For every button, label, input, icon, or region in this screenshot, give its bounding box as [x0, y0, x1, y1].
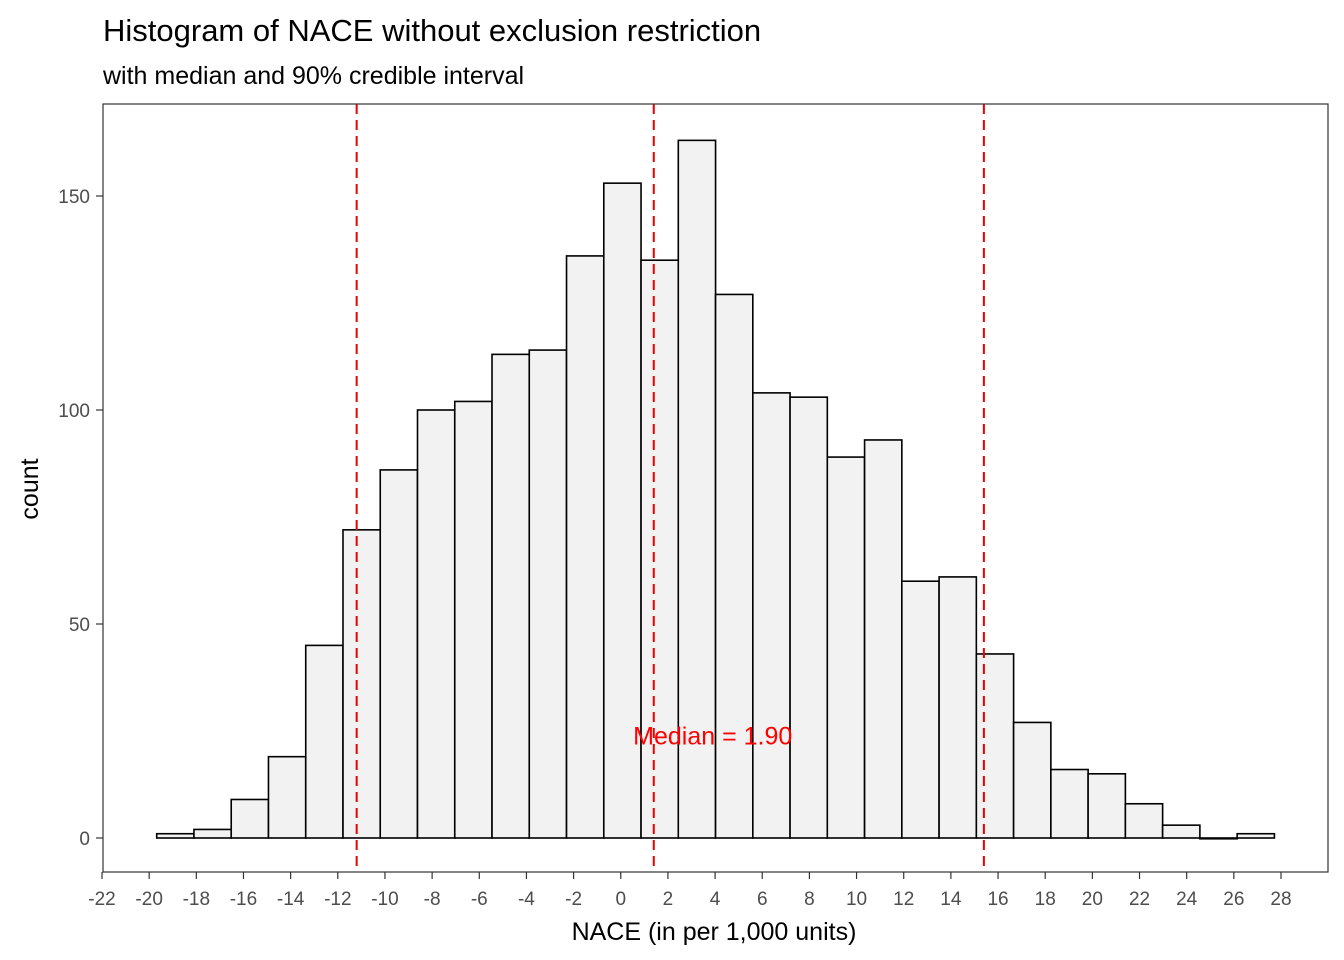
histogram-bar — [416, 409, 456, 839]
histogram-bar — [677, 139, 717, 839]
histogram-bar — [1124, 802, 1164, 839]
y-tick-label: 100 — [58, 401, 90, 422]
x-tick-label: -22 — [88, 889, 115, 910]
plot-area: Median = 1.90-22 -20 -18 -16 -14 -12 -10 -8 -6 -4… — [58, 103, 1329, 910]
x-tick-label: 4 — [710, 889, 721, 910]
x-tick-label: 24 — [1176, 889, 1198, 910]
histogram-bar — [602, 182, 642, 839]
histogram-bar — [304, 644, 344, 839]
x-tick-label: -2 — [565, 889, 582, 910]
x-tick-label: 12 — [893, 889, 914, 910]
x-tick-label: 28 — [1270, 889, 1291, 910]
histogram-bar — [714, 293, 754, 839]
x-tick-label: -14 — [277, 889, 305, 910]
x-tick-label: -18 — [183, 889, 210, 910]
histogram-bar — [1199, 837, 1238, 840]
histogram-bar — [1236, 832, 1276, 839]
histogram-bar — [453, 400, 493, 839]
histogram-bar — [938, 576, 978, 839]
x-tick-label: 26 — [1223, 889, 1244, 910]
x-tick-label: -6 — [471, 889, 488, 910]
y-tick-label: 50 — [69, 615, 90, 636]
histogram-bar — [379, 469, 419, 839]
x-tick-label: -12 — [324, 889, 351, 910]
y-tick-label: 0 — [79, 829, 90, 850]
histogram-bar — [1161, 824, 1201, 839]
histogram-bar — [193, 828, 233, 839]
histogram-bar — [826, 456, 866, 839]
x-tick-label: 6 — [757, 889, 768, 910]
histogram-bar — [640, 259, 680, 839]
histogram-bar — [267, 755, 307, 839]
histogram-bar — [230, 798, 270, 839]
histogram-bar — [491, 353, 531, 839]
x-tick-label: 20 — [1082, 889, 1103, 910]
histogram-bar — [789, 396, 829, 839]
histogram-bar — [752, 392, 791, 839]
x-tick-label: 10 — [846, 889, 867, 910]
histogram-bar — [1050, 768, 1089, 839]
x-tick-label: -8 — [424, 889, 441, 910]
x-tick-label: 0 — [615, 889, 626, 910]
x-tick-label: -4 — [518, 889, 535, 910]
histogram-bar — [342, 529, 382, 839]
histogram-bar — [1012, 721, 1052, 839]
x-tick-label: 18 — [1035, 889, 1056, 910]
x-tick-label: -10 — [371, 889, 398, 910]
x-axis-title: NACE (in per 1,000 units) — [572, 918, 857, 946]
histogram-bar — [975, 653, 1015, 839]
y-tick-label: 150 — [58, 187, 90, 208]
x-tick-label: 16 — [987, 889, 1008, 910]
histogram-bar — [565, 255, 605, 839]
histogram-bar — [528, 349, 568, 839]
histogram-bar — [1087, 772, 1127, 839]
histogram-bar — [155, 832, 195, 839]
x-tick-label: 14 — [940, 889, 962, 910]
x-tick-label: 22 — [1129, 889, 1150, 910]
histogram-bar — [901, 580, 940, 839]
histogram-bar — [863, 439, 903, 839]
x-tick-label: 8 — [804, 889, 815, 910]
x-tick-label: 2 — [663, 889, 674, 910]
median-annotation: Median = 1.90 — [633, 722, 792, 750]
x-tick-label: -16 — [230, 889, 257, 910]
chart-title: Histogram of NACE without exclusion rest… — [103, 13, 761, 48]
chart-subtitle: with median and 90% credible interval — [102, 62, 524, 90]
y-axis-title: count — [16, 458, 44, 519]
x-tick-label: -20 — [135, 889, 162, 910]
